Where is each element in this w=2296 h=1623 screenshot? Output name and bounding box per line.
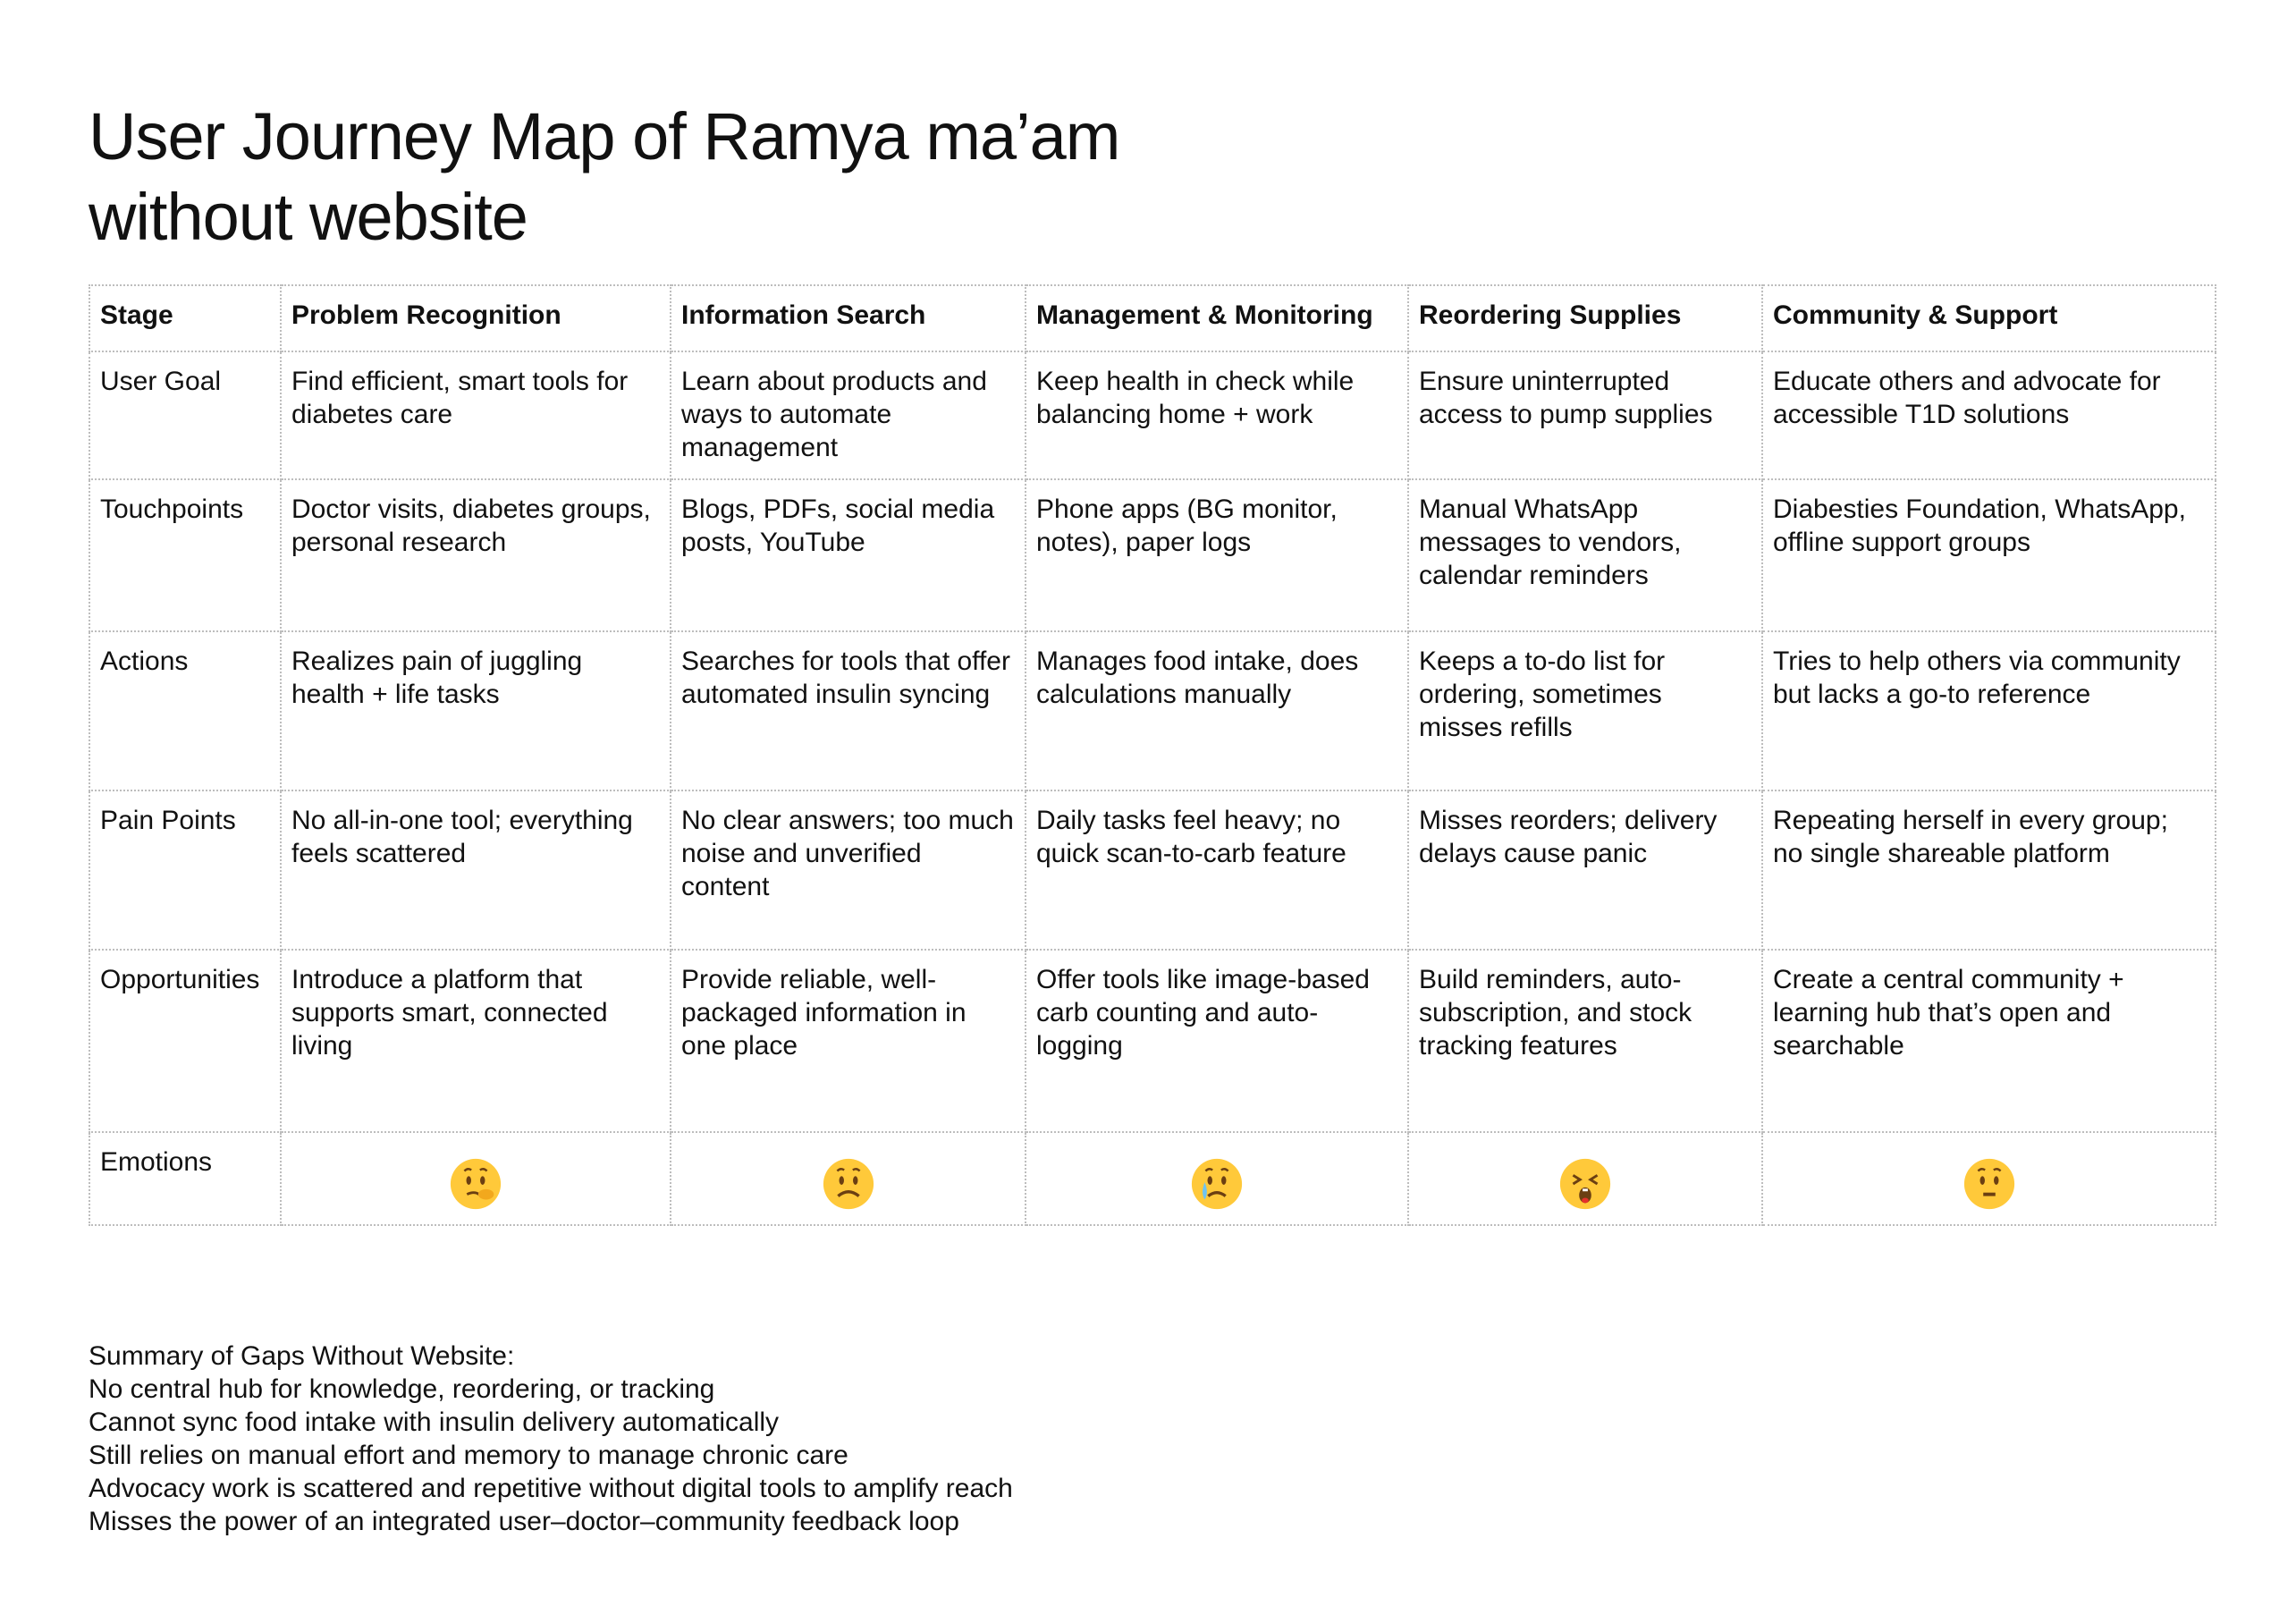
table-cell: Create a central community + learning hu… xyxy=(1761,949,2216,1133)
worried-face-icon xyxy=(823,1158,874,1210)
row-label: Actions xyxy=(89,630,282,791)
page-title: User Journey Map of Ramya ma’am without … xyxy=(89,97,1120,258)
table-cell: Keeps a to-do list for ordering, sometim… xyxy=(1407,630,1763,791)
summary-heading: Summary of Gaps Without Website: xyxy=(89,1341,515,1371)
row-label: Pain Points xyxy=(89,790,282,951)
stage-header: Problem Recognition xyxy=(280,284,671,352)
table-row-user-goal: User Goal Find efficient, smart tools for… xyxy=(89,351,2216,480)
table-cell: Build reminders, auto-subscription, and … xyxy=(1407,949,1763,1133)
table-row-touchpoints: Touchpoints Doctor visits, diabetes group… xyxy=(89,478,2216,632)
table-cell: No clear answers; too much noise and unv… xyxy=(670,790,1026,951)
table-row-actions: Actions Realizes pain of juggling health … xyxy=(89,630,2216,791)
row-label: User Goal xyxy=(89,351,282,480)
tired-face-icon xyxy=(1559,1158,1611,1210)
row-label: Emotions xyxy=(89,1131,282,1226)
title-line-1: User Journey Map of Ramya ma’am xyxy=(89,99,1120,173)
stage-header: Community & Support xyxy=(1761,284,2216,352)
summary-item: Advocacy work is scattered and repetitiv… xyxy=(89,1474,1013,1503)
journey-map-table: Stage Problem Recognition Information Sear… xyxy=(89,284,2216,1226)
title-line-2: without website xyxy=(89,180,528,254)
table-cell: No all-in-one tool; everything feels sca… xyxy=(280,790,671,951)
table-cell: Learn about products and ways to automat… xyxy=(670,351,1026,480)
table-cell: Searches for tools that offer automated … xyxy=(670,630,1026,791)
stage-header: Reordering Supplies xyxy=(1407,284,1763,352)
summary-item: Misses the power of an integrated user–d… xyxy=(89,1507,959,1536)
stage-header: Management & Monitoring xyxy=(1025,284,1409,352)
table-cell: Provide reliable, well-packaged informat… xyxy=(670,949,1026,1133)
row-label: Touchpoints xyxy=(89,478,282,632)
emotion-cell xyxy=(670,1131,1026,1226)
summary-item: Still relies on manual effort and memory… xyxy=(89,1441,848,1470)
table-cell: Doctor visits, diabetes groups, personal… xyxy=(280,478,671,632)
table-row-pain-points: Pain Points No all-in-one tool; everythin… xyxy=(89,790,2216,951)
table-cell: Introduce a platform that supports smart… xyxy=(280,949,671,1133)
table-cell: Ensure uninterrupted access to pump supp… xyxy=(1407,351,1763,480)
table-cell: Realizes pain of juggling health + life … xyxy=(280,630,671,791)
table-cell: Manages food intake, does calculations m… xyxy=(1025,630,1409,791)
table-cell: Phone apps (BG monitor, notes), paper lo… xyxy=(1025,478,1409,632)
stage-header: Information Search xyxy=(670,284,1026,352)
emotion-cell xyxy=(1407,1131,1763,1226)
stage-label-header: Stage xyxy=(89,284,282,352)
table-cell: Find efficient, smart tools for diabetes… xyxy=(280,351,671,480)
crying-face-icon xyxy=(1191,1158,1243,1210)
table-cell: Daily tasks feel heavy; no quick scan-to… xyxy=(1025,790,1409,951)
table-cell: Tries to help others via community but l… xyxy=(1761,630,2216,791)
row-label: Opportunities xyxy=(89,949,282,1133)
summary-item: Cannot sync food intake with insulin del… xyxy=(89,1407,780,1437)
table-cell: Keep health in check while balancing hom… xyxy=(1025,351,1409,480)
summary-of-gaps: Summary of Gaps Without Website: No cent… xyxy=(89,1340,1013,1538)
table-cell: Repeating herself in every group; no sin… xyxy=(1761,790,2216,951)
table-row-emotions: Emotions xyxy=(89,1131,2216,1226)
raised-eyebrow-face-icon xyxy=(1963,1158,2014,1210)
emotion-cell xyxy=(280,1131,671,1226)
emotion-cell xyxy=(1761,1131,2216,1226)
table-cell: Blogs, PDFs, social media posts, YouTube xyxy=(670,478,1026,632)
emotion-cell xyxy=(1025,1131,1409,1226)
table-cell: Manual WhatsApp messages to vendors, cal… xyxy=(1407,478,1763,632)
table-row-opportunities: Opportunities Introduce a platform that s… xyxy=(89,949,2216,1133)
summary-item: No central hub for knowledge, reordering… xyxy=(89,1374,715,1404)
thinking-face-icon xyxy=(450,1158,502,1210)
table-cell: Educate others and advocate for accessib… xyxy=(1761,351,2216,480)
table-cell: Misses reorders; delivery delays cause p… xyxy=(1407,790,1763,951)
table-cell: Diabesties Foundation, WhatsApp, offline… xyxy=(1761,478,2216,632)
table-header-row: Stage Problem Recognition Information Sear… xyxy=(89,284,2216,352)
table-cell: Offer tools like image-based carb counti… xyxy=(1025,949,1409,1133)
